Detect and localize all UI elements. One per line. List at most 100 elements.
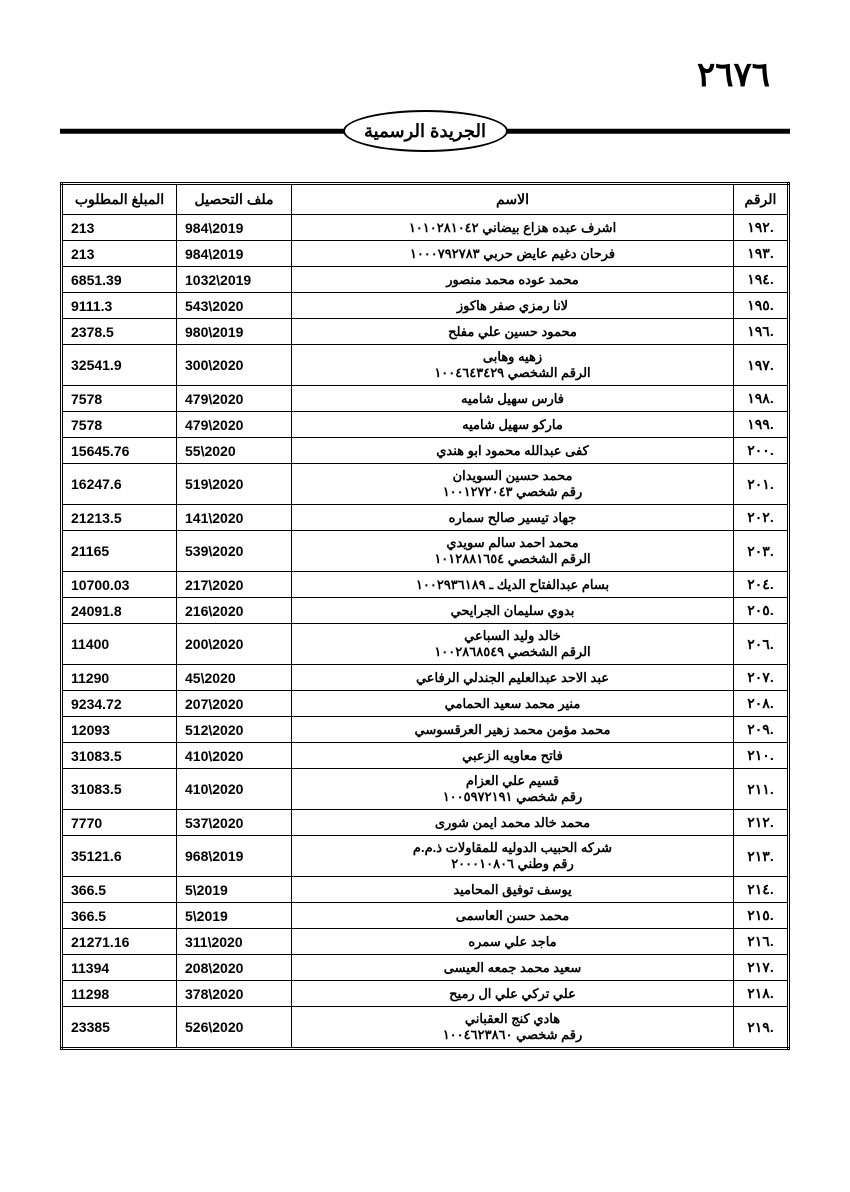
cell-num: .١٩٢ xyxy=(734,215,789,241)
cell-file: 208\2020 xyxy=(177,955,292,981)
cell-num: .٢٠٥ xyxy=(734,598,789,624)
cell-name: محمد عوده محمد منصور xyxy=(292,267,734,293)
table-row: 366.55\2019محمد حسن العاسمى.٢١٥ xyxy=(62,903,789,929)
name-line1: زهيه وهابى xyxy=(300,349,725,365)
table-row: 9234.72207\2020منير محمد سعيد الحمامي.٢٠… xyxy=(62,691,789,717)
cell-amount: 11298 xyxy=(62,981,177,1007)
name-line1: اشرف عبده هزاع بيضاني ١٠١٠٢٨١٠٤٢ xyxy=(300,220,725,236)
cell-amount: 6851.39 xyxy=(62,267,177,293)
table-row: 11298378\2020علي تركي علي ال رميح.٢١٨ xyxy=(62,981,789,1007)
table-row: 15645.7655\2020كفى عبدالله محمود ابو هند… xyxy=(62,438,789,464)
cell-name: خالد وليد السباعيالرقم الشخصي ١٠٠٢٨٦٨٥٤٩ xyxy=(292,624,734,665)
cell-num: .٢٠٢ xyxy=(734,505,789,531)
name-line1: علي تركي علي ال رميح xyxy=(300,986,725,1002)
cell-amount: 9234.72 xyxy=(62,691,177,717)
cell-file: 984\2019 xyxy=(177,241,292,267)
name-line1: عبد الاحد عبدالعليم الجندلي الرفاعي xyxy=(300,670,725,686)
page-number: ٢٦٧٦ xyxy=(697,55,770,95)
col-header-num: الرقم xyxy=(734,184,789,215)
cell-num: .١٩٤ xyxy=(734,267,789,293)
cell-name: محمد مؤمن محمد زهير العرقسوسي xyxy=(292,717,734,743)
cell-name: علي تركي علي ال رميح xyxy=(292,981,734,1007)
cell-file: 200\2020 xyxy=(177,624,292,665)
cell-name: بسام عبدالفتاح الديك ـ ١٠٠٢٩٣٦١٨٩ xyxy=(292,572,734,598)
cell-file: 207\2020 xyxy=(177,691,292,717)
name-line1: قسيم علي العزام xyxy=(300,773,725,789)
cell-file: 55\2020 xyxy=(177,438,292,464)
cell-amount: 31083.5 xyxy=(62,769,177,810)
cell-amount: 11394 xyxy=(62,955,177,981)
header-container: الجريدة الرسمية xyxy=(60,110,790,152)
cell-name: لانا رمزي صفر هاكوز xyxy=(292,293,734,319)
cell-name: بدوي سليمان الجرايحي xyxy=(292,598,734,624)
cell-file: 980\2019 xyxy=(177,319,292,345)
cell-name: فرحان دغيم عايض حربي ١٠٠٠٧٩٢٧٨٣ xyxy=(292,241,734,267)
cell-file: 378\2020 xyxy=(177,981,292,1007)
cell-file: 539\2020 xyxy=(177,531,292,572)
name-line1: منير محمد سعيد الحمامي xyxy=(300,696,725,712)
table-row: 21213.5141\2020جهاد تيسير صالح سماره.٢٠٢ xyxy=(62,505,789,531)
cell-file: 519\2020 xyxy=(177,464,292,505)
name-line1: بدوي سليمان الجرايحي xyxy=(300,603,725,619)
name-line1: خالد وليد السباعي xyxy=(300,628,725,644)
cell-file: 5\2019 xyxy=(177,903,292,929)
cell-amount: 21165 xyxy=(62,531,177,572)
name-line2: الرقم الشخصي ١٠٠٤٦٤٣٤٢٩ xyxy=(300,365,725,381)
cell-num: .١٩٣ xyxy=(734,241,789,267)
cell-name: شركه الحبيب الدوليه للمقاولات ذ.م.مرقم و… xyxy=(292,836,734,877)
name-line1: محمود حسين علي مفلح xyxy=(300,324,725,340)
cell-num: .٢١١ xyxy=(734,769,789,810)
cell-amount: 23385 xyxy=(62,1007,177,1049)
name-line1: ماجد علي سمره xyxy=(300,934,725,950)
cell-amount: 32541.9 xyxy=(62,345,177,386)
name-line2: رقم وطني ٢٠٠٠١٠٨٠٦ xyxy=(300,856,725,872)
cell-num: .٢٠١ xyxy=(734,464,789,505)
cell-file: 217\2020 xyxy=(177,572,292,598)
name-line1: محمد عوده محمد منصور xyxy=(300,272,725,288)
cell-name: منير محمد سعيد الحمامي xyxy=(292,691,734,717)
table-row: 31083.5410\2020قسيم علي العزامرقم شخصي ١… xyxy=(62,769,789,810)
cell-num: .٢٠٩ xyxy=(734,717,789,743)
cell-num: .٢١٩ xyxy=(734,1007,789,1049)
cell-num: .٢١٠ xyxy=(734,743,789,769)
table-row: 1129045\2020عبد الاحد عبدالعليم الجندلي … xyxy=(62,665,789,691)
cell-num: .٢١٧ xyxy=(734,955,789,981)
name-line2: رقم شخصي ١٠٠٤٦٢٣٨٦٠ xyxy=(300,1027,725,1043)
name-line1: بسام عبدالفتاح الديك ـ ١٠٠٢٩٣٦١٨٩ xyxy=(300,577,725,593)
name-line1: يوسف توفيق المحاميد xyxy=(300,882,725,898)
cell-amount: 366.5 xyxy=(62,877,177,903)
cell-name: هادي كنج العقبانيرقم شخصي ١٠٠٤٦٢٣٨٦٠ xyxy=(292,1007,734,1049)
cell-amount: 24091.8 xyxy=(62,598,177,624)
table-header-row: المبلغ المطلوب ملف التحصيل الاسم الرقم xyxy=(62,184,789,215)
col-header-amount: المبلغ المطلوب xyxy=(62,184,177,215)
name-line1: محمد حسن العاسمى xyxy=(300,908,725,924)
table-row: 12093512\2020محمد مؤمن محمد زهير العرقسو… xyxy=(62,717,789,743)
table-row: 11400200\2020خالد وليد السباعيالرقم الشخ… xyxy=(62,624,789,665)
table-row: 6851.391032\2019 محمد عوده محمد منصور .١٩٤ xyxy=(62,267,789,293)
table-row: 7578479\2020ماركو سهيل شاميه.١٩٩ xyxy=(62,412,789,438)
cell-amount: 7578 xyxy=(62,412,177,438)
cell-name: محمد خالد محمد ايمن شورى xyxy=(292,810,734,836)
cell-file: 5\2019 xyxy=(177,877,292,903)
table-row: 9111.3543\2020لانا رمزي صفر هاكوز.١٩٥ xyxy=(62,293,789,319)
cell-num: .٢١٤ xyxy=(734,877,789,903)
cell-name: زهيه وهابىالرقم الشخصي ١٠٠٤٦٤٣٤٢٩ xyxy=(292,345,734,386)
name-line1: هادي كنج العقباني xyxy=(300,1011,725,1027)
cell-file: 512\2020 xyxy=(177,717,292,743)
name-line1: فارس سهيل شاميه xyxy=(300,391,725,407)
cell-file: 984\2019 xyxy=(177,215,292,241)
cell-amount: 11290 xyxy=(62,665,177,691)
cell-num: .٢١٣ xyxy=(734,836,789,877)
cell-name: فاتح معاويه الزعبي xyxy=(292,743,734,769)
cell-name: كفى عبدالله محمود ابو هندي xyxy=(292,438,734,464)
name-line1: كفى عبدالله محمود ابو هندي xyxy=(300,443,725,459)
cell-file: 300\2020 xyxy=(177,345,292,386)
name-line1: جهاد تيسير صالح سماره xyxy=(300,510,725,526)
cell-num: .٢٠٦ xyxy=(734,624,789,665)
name-line2: رقم شخصي ١٠٠٥٩٧٢١٩١ xyxy=(300,789,725,805)
cell-file: 543\2020 xyxy=(177,293,292,319)
cell-name: عبد الاحد عبدالعليم الجندلي الرفاعي xyxy=(292,665,734,691)
cell-file: 1032\2019 xyxy=(177,267,292,293)
name-line1: شركه الحبيب الدوليه للمقاولات ذ.م.م xyxy=(300,840,725,856)
table-row: 35121.6968\2019شركه الحبيب الدوليه للمقا… xyxy=(62,836,789,877)
